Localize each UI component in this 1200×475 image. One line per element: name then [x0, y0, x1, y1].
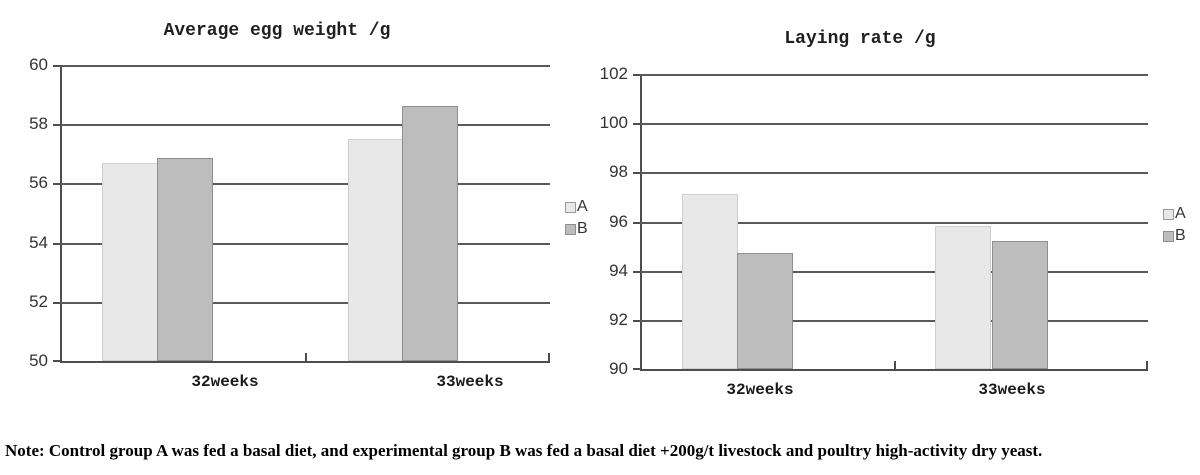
y-axis-tick: [53, 183, 60, 186]
legend-entry-a: A: [565, 196, 588, 218]
left-chart-legend: A B: [565, 196, 588, 240]
y-axis-tick: [633, 74, 640, 76]
y-tick-label: 58: [29, 114, 48, 134]
legend-label-a: A: [1175, 205, 1186, 222]
y-axis-tick: [53, 242, 60, 245]
x-category-label: 32weeks: [191, 373, 259, 391]
y-axis-tick: [633, 319, 640, 322]
bar-a-32weeks: [682, 194, 738, 369]
x-axis-tick: [548, 353, 550, 361]
series-b-swatch-icon: [1163, 230, 1174, 242]
y-tick-label: 98: [609, 162, 628, 182]
right-chart-title: Laying rate /g: [784, 29, 936, 49]
left-chart-title: Average egg weight /g: [163, 21, 391, 41]
legend-entry-b: B: [1163, 225, 1186, 247]
legend-label-a: A: [577, 198, 588, 215]
y-axis-tick: [53, 360, 60, 362]
y-tick-label: 52: [29, 291, 48, 311]
gridline: [640, 221, 1148, 224]
right-chart-legend: A B: [1163, 203, 1186, 247]
y-tick-label: 90: [609, 359, 628, 378]
gridline: [60, 124, 550, 127]
y-axis-tick: [633, 221, 640, 224]
y-tick-label: 60: [29, 55, 48, 74]
gridline: [60, 183, 550, 186]
x-axis-tick: [305, 353, 307, 361]
bar-b-33weeks: [992, 241, 1048, 369]
y-tick-label: 102: [599, 64, 628, 83]
note-text: Note: Control group A was fed a basal di…: [5, 441, 1043, 460]
y-axis-tick: [53, 65, 60, 67]
legend-entry-b: B: [565, 218, 588, 240]
x-category-label: 33weeks: [978, 381, 1046, 399]
series-b-swatch-icon: [565, 223, 576, 235]
x-category-label: 33weeks: [436, 373, 504, 391]
y-axis-tick: [53, 124, 60, 127]
bar-a-33weeks: [348, 139, 404, 361]
y-tick-label: 94: [609, 260, 628, 280]
gridline: [640, 319, 1148, 322]
gridline: [640, 172, 1148, 175]
y-tick-label: 50: [29, 351, 48, 370]
y-axis-tick: [633, 172, 640, 175]
bar-b-32weeks: [737, 253, 793, 369]
series-a-swatch-icon: [1163, 208, 1174, 220]
y-axis-tick: [633, 270, 640, 273]
gridline: [640, 74, 1148, 76]
gridline: [60, 242, 550, 245]
gridline: [640, 270, 1148, 273]
series-a-swatch-icon: [565, 201, 576, 213]
y-tick-label: 56: [29, 173, 48, 193]
gridline: [60, 301, 550, 304]
y-tick-label: 54: [29, 232, 48, 252]
legend-entry-a: A: [1163, 203, 1186, 225]
y-tick-label: 96: [609, 211, 628, 231]
plot-area: [60, 65, 550, 363]
bar-a-33weeks: [935, 226, 991, 369]
gridline: [60, 65, 550, 67]
y-tick-label: 92: [609, 309, 628, 329]
x-axis-tick: [1146, 361, 1148, 369]
y-axis-tick: [53, 301, 60, 304]
y-axis-tick: [633, 123, 640, 126]
bar-b-33weeks: [402, 106, 458, 361]
gridline: [640, 123, 1148, 126]
legend-label-b: B: [1175, 227, 1186, 244]
bar-b-32weeks: [157, 158, 213, 361]
legend-label-b: B: [577, 220, 588, 237]
y-tick-label: 100: [599, 113, 628, 133]
x-category-label: 32weeks: [726, 381, 794, 399]
y-axis-tick: [633, 368, 640, 370]
x-axis-tick: [894, 361, 896, 369]
